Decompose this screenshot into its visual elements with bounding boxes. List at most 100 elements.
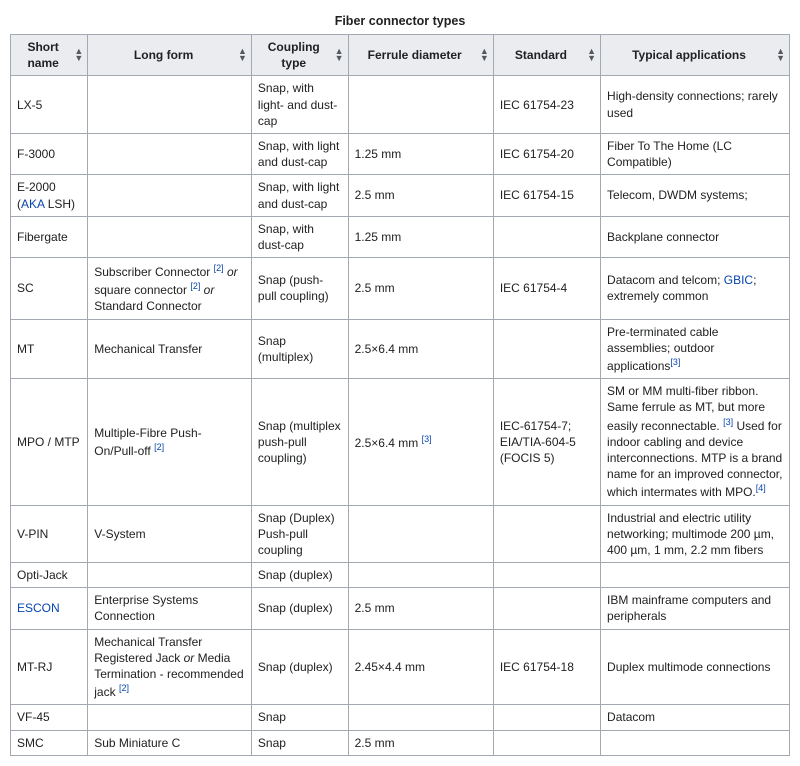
table-row: MPO / MTPMultiple-Fibre Push-On/Pull-off… <box>11 379 790 505</box>
cell-ferrule <box>348 563 493 588</box>
cell-standard <box>493 505 600 563</box>
ref-2[interactable]: [2] <box>119 683 129 693</box>
ref-2[interactable]: [2] <box>214 263 224 273</box>
sort-icon[interactable]: ▲▼ <box>335 48 344 62</box>
cell-ferrule: 1.25 mm <box>348 133 493 174</box>
cell-app: IBM mainframe computers and peripherals <box>601 588 790 629</box>
column-header-coupling[interactable]: Coupling type▲▼ <box>251 35 348 76</box>
column-header-app[interactable]: Typical applications▲▼ <box>601 35 790 76</box>
cell-coupling: Snap (duplex) <box>251 629 348 705</box>
cell-short: F-3000 <box>11 133 88 174</box>
cell-short: MT <box>11 319 88 379</box>
cell-app: Industrial and electric utility networki… <box>601 505 790 563</box>
cell-short: ESCON <box>11 588 88 629</box>
column-header-short[interactable]: Short name▲▼ <box>11 35 88 76</box>
cell-standard <box>493 563 600 588</box>
cell-long <box>88 705 252 730</box>
cell-ferrule: 1.25 mm <box>348 216 493 257</box>
column-header-long[interactable]: Long form▲▼ <box>88 35 252 76</box>
table-row: VF-45SnapDatacom <box>11 705 790 730</box>
cell-long <box>88 76 252 134</box>
cell-short: LX-5 <box>11 76 88 134</box>
cell-ferrule: 2.5 mm <box>348 730 493 755</box>
cell-standard: IEC 61754-4 <box>493 258 600 320</box>
cell-short: MPO / MTP <box>11 379 88 505</box>
cell-ferrule <box>348 505 493 563</box>
table-row: E-2000 (AKA LSH)Snap, with light and dus… <box>11 175 790 216</box>
cell-standard: IEC-61754-7; EIA/TIA-604-5 (FOCIS 5) <box>493 379 600 505</box>
link-aka[interactable]: AKA <box>21 197 44 211</box>
sort-icon[interactable]: ▲▼ <box>587 48 596 62</box>
cell-app: Fiber To The Home (LC Compatible) <box>601 133 790 174</box>
ref-4[interactable]: [4] <box>756 483 766 493</box>
table-row: MT-RJMechanical Transfer Registered Jack… <box>11 629 790 705</box>
cell-coupling: Snap (duplex) <box>251 588 348 629</box>
cell-coupling: Snap, with light- and dust-cap <box>251 76 348 134</box>
cell-short: V-PIN <box>11 505 88 563</box>
cell-standard: IEC 61754-18 <box>493 629 600 705</box>
cell-ferrule: 2.45×4.4 mm <box>348 629 493 705</box>
cell-long: Sub Miniature C <box>88 730 252 755</box>
cell-ferrule: 2.5 mm <box>348 258 493 320</box>
cell-coupling: Snap, with dust-cap <box>251 216 348 257</box>
cell-coupling: Snap (Duplex) Push-pull coupling <box>251 505 348 563</box>
cell-coupling: Snap (push-pull coupling) <box>251 258 348 320</box>
cell-app: Duplex multimode connections <box>601 629 790 705</box>
sort-icon[interactable]: ▲▼ <box>238 48 247 62</box>
cell-ferrule <box>348 705 493 730</box>
fiber-connector-table: Short name▲▼Long form▲▼Coupling type▲▼Fe… <box>10 34 790 756</box>
cell-app: Pre-terminated cable assemblies; outdoor… <box>601 319 790 379</box>
cell-coupling: Snap, with light and dust-cap <box>251 133 348 174</box>
cell-long <box>88 563 252 588</box>
sort-icon[interactable]: ▲▼ <box>480 48 489 62</box>
cell-short: VF-45 <box>11 705 88 730</box>
table-row: Opti-JackSnap (duplex) <box>11 563 790 588</box>
table-row: F-3000 Snap, with light and dust-cap1.25 … <box>11 133 790 174</box>
cell-standard: IEC 61754-15 <box>493 175 600 216</box>
column-header-ferrule[interactable]: Ferrule diameter▲▼ <box>348 35 493 76</box>
cell-standard <box>493 216 600 257</box>
table-header-row: Short name▲▼Long form▲▼Coupling type▲▼Fe… <box>11 35 790 76</box>
cell-short: SC <box>11 258 88 320</box>
cell-short: SMC <box>11 730 88 755</box>
cell-ferrule <box>348 76 493 134</box>
table-row: SCSubscriber Connector [2] or square con… <box>11 258 790 320</box>
cell-coupling: Snap <box>251 730 348 755</box>
ref-2[interactable]: [2] <box>190 281 200 291</box>
ref-3[interactable]: [3] <box>723 417 733 427</box>
cell-ferrule: 2.5×6.4 mm <box>348 319 493 379</box>
column-header-standard[interactable]: Standard▲▼ <box>493 35 600 76</box>
cell-long: V-System <box>88 505 252 563</box>
ref-3[interactable]: [3] <box>670 357 680 367</box>
link-gbic[interactable]: GBIC <box>724 273 753 287</box>
cell-long: Multiple-Fibre Push-On/Pull-off [2] <box>88 379 252 505</box>
cell-app: SM or MM multi-fiber ribbon. Same ferrul… <box>601 379 790 505</box>
link-escon[interactable]: ESCON <box>17 601 60 615</box>
cell-app: Datacom and telcom; GBIC; extremely comm… <box>601 258 790 320</box>
cell-coupling: Snap, with light and dust-cap <box>251 175 348 216</box>
cell-coupling: Snap (multiplex push-pull coupling) <box>251 379 348 505</box>
cell-app <box>601 730 790 755</box>
cell-short: MT-RJ <box>11 629 88 705</box>
sort-icon[interactable]: ▲▼ <box>74 48 83 62</box>
cell-coupling: Snap <box>251 705 348 730</box>
ref-2[interactable]: [2] <box>154 442 164 452</box>
table-row: SMCSub Miniature CSnap2.5 mm <box>11 730 790 755</box>
cell-standard <box>493 730 600 755</box>
cell-ferrule: 2.5 mm <box>348 175 493 216</box>
cell-app <box>601 563 790 588</box>
cell-long <box>88 216 252 257</box>
cell-ferrule: 2.5×6.4 mm [3] <box>348 379 493 505</box>
cell-app: Telecom, DWDM systems; <box>601 175 790 216</box>
cell-long <box>88 175 252 216</box>
cell-ferrule: 2.5 mm <box>348 588 493 629</box>
sort-icon[interactable]: ▲▼ <box>776 48 785 62</box>
ref-3[interactable]: [3] <box>422 434 432 444</box>
cell-standard: IEC 61754-20 <box>493 133 600 174</box>
cell-coupling: Snap (multiplex) <box>251 319 348 379</box>
table-row: MTMechanical TransferSnap (multiplex)2.5… <box>11 319 790 379</box>
cell-long: Mechanical Transfer Registered Jack or M… <box>88 629 252 705</box>
cell-long: Mechanical Transfer <box>88 319 252 379</box>
table-row: LX-5Snap, with light- and dust-capIEC 61… <box>11 76 790 134</box>
cell-short: Fibergate <box>11 216 88 257</box>
